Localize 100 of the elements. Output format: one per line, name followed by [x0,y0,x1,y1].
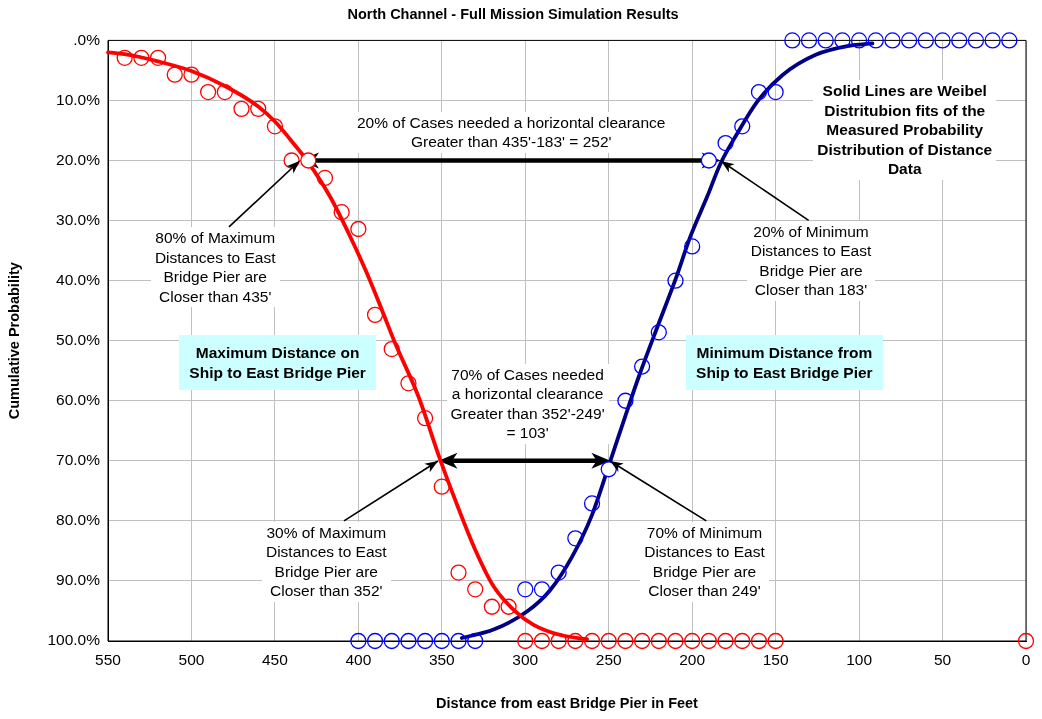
point [550,632,567,650]
point [817,32,834,49]
point [433,478,450,495]
x-tick-label: 0 [1021,650,1031,668]
point [1001,32,1018,49]
point [767,83,784,101]
point [567,632,584,650]
x-tick-label: 50 [933,650,952,668]
point [467,632,484,650]
x-tick-label: 150 [762,650,789,668]
point [600,632,617,650]
x-tick-label: 100 [846,650,873,668]
point [917,32,935,49]
point [884,32,901,49]
point [450,564,467,581]
point [684,238,701,255]
point [717,632,734,650]
point [350,220,367,238]
point [433,632,450,650]
point [166,66,183,83]
point [700,632,718,650]
point [133,49,150,66]
point [416,632,434,650]
annotation: 20% of Cases needed a horizontal clearance Greater than 435'-183' = 252' [353,111,670,153]
point [684,632,701,650]
y-tick-label: 20.0% [56,150,101,168]
x-tick-label: 400 [345,650,372,668]
point [216,83,233,101]
annotation: 70% of Minimum Distances to East Bridge Pier are Closer than 249' [640,521,769,602]
y-tick-label: .0% [73,30,101,48]
x-tick-label: 350 [428,650,456,668]
point [617,632,634,650]
point [550,564,567,581]
y-tick-label: 60.0% [56,391,101,409]
annotation: 80% of Maximum Distances to East Bridge Pier are Closer than 435' [150,227,280,308]
x-tick-label: 550 [95,650,122,668]
point [633,358,651,375]
point [467,581,484,598]
point [967,32,985,49]
y-tick-label: 70.0% [56,451,101,469]
point [450,632,467,650]
point [1017,632,1035,650]
point [416,410,434,427]
point [350,632,367,650]
annotation: 30% of Maximum Distances to East Bridge Pier are Closer than 352' [261,521,391,602]
point [366,632,384,650]
y-tick-label: 80.0% [56,511,101,529]
point [984,32,1001,49]
point [266,118,284,135]
y-axis-title: Cumulative Probability [5,262,22,420]
point [934,32,951,49]
point [200,83,217,101]
point [784,32,801,49]
point [750,83,768,101]
point [517,581,534,598]
y-tick-label: 100.0% [47,631,101,649]
point [800,32,818,49]
point [533,581,551,598]
x-tick-label: 300 [512,650,539,668]
point [834,32,851,49]
point [633,632,651,650]
point [650,632,667,650]
point [149,49,167,66]
point [567,530,584,547]
point [650,324,667,341]
point [400,632,417,650]
y-tick-label: 40.0% [56,270,101,288]
point [734,632,751,650]
point [366,306,384,324]
point [767,632,784,650]
point [867,32,884,49]
point [483,598,501,615]
point [600,461,617,478]
y-tick-label: 30.0% [56,210,101,228]
point [617,392,634,409]
point [183,66,200,83]
annotation: Minimum Distance from Ship to East Bridge Pier [686,335,883,391]
point [734,118,751,135]
chart-title: North Channel - Full Mission Simulation Results [347,5,679,22]
point [850,32,868,49]
x-axis-title: Distance from east Bridge Pier in Feet [436,695,699,712]
point [517,632,534,650]
point [583,495,601,512]
x-tick-label: 500 [178,650,205,668]
y-tick-label: 90.0% [56,571,101,589]
x-tick-label: 250 [595,650,623,668]
point [667,272,684,289]
point [901,32,918,49]
annotation: 20% of Minimum Distances to East Bridge Pier are Closer than 183' [746,220,876,301]
point [233,100,250,118]
point [500,598,517,615]
point [750,632,768,650]
annotation: Solid Lines are Weibel Distritubion fits of the Measured Probability Distribution of Distance Data [813,80,997,180]
point [116,49,133,66]
annotation: Maximum Distance on Ship to East Bridge Pier [179,335,376,391]
point [333,204,350,221]
point [533,632,551,650]
point [667,632,684,650]
point [316,169,334,187]
point [951,32,968,49]
